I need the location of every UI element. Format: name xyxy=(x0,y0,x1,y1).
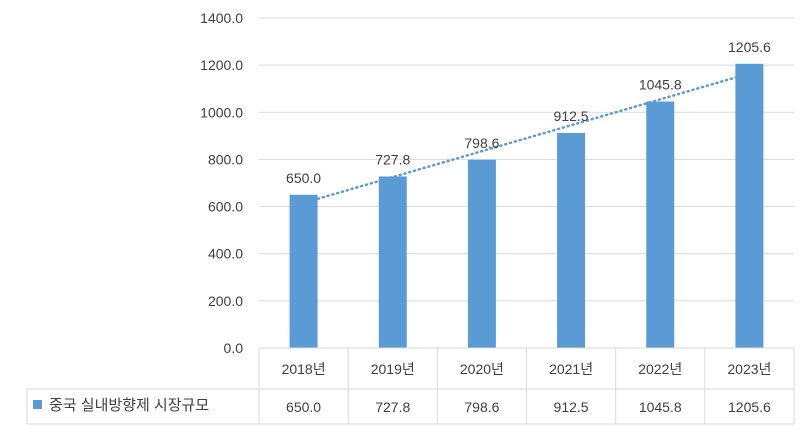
bar-series xyxy=(289,63,764,349)
y-tick-label: 800.0 xyxy=(208,151,243,167)
y-tick-label: 1200.0 xyxy=(200,57,243,73)
legend-key xyxy=(33,400,42,409)
bar xyxy=(735,63,764,349)
y-tick-label: 600.0 xyxy=(208,199,243,215)
data-label: 1045.8 xyxy=(639,76,682,92)
trendline xyxy=(302,72,751,205)
y-tick-label: 400.0 xyxy=(208,246,243,262)
bar xyxy=(289,194,318,348)
table-value: 912.5 xyxy=(554,399,589,415)
bar xyxy=(557,132,586,348)
table-value: 650.0 xyxy=(286,399,321,415)
y-tick-label: 1400.0 xyxy=(200,10,243,26)
category-label: 2021년 xyxy=(549,361,593,377)
data-label: 798.6 xyxy=(464,135,499,151)
data-label: 650.0 xyxy=(286,170,321,186)
y-tick-label: 0.0 xyxy=(224,340,244,356)
table-value: 1205.6 xyxy=(728,399,771,415)
y-tick-label: 200.0 xyxy=(208,293,243,309)
data-label: 727.8 xyxy=(375,151,410,167)
bar xyxy=(467,159,496,348)
bar xyxy=(378,176,407,348)
table-value: 727.8 xyxy=(375,399,410,415)
trendline-path xyxy=(302,72,751,205)
data-label: 1205.6 xyxy=(728,39,771,55)
gridlines xyxy=(259,17,794,302)
bar xyxy=(646,101,675,349)
table-value: 1045.8 xyxy=(639,399,682,415)
y-tick-label: 1000.0 xyxy=(200,104,243,120)
category-label: 2022년 xyxy=(638,361,682,377)
data-label: 912.5 xyxy=(554,108,589,124)
category-label: 2020년 xyxy=(460,361,504,377)
series-name: 중국 실내방향제 시장규모 xyxy=(49,397,209,414)
table-value: 798.6 xyxy=(464,399,499,415)
category-label: 2023년 xyxy=(727,361,771,377)
category-label: 2018년 xyxy=(282,361,326,377)
data-labels: 650.0 727.8 798.6 912.5 1045.8 1205.6 xyxy=(286,39,771,186)
category-label: 2019년 xyxy=(371,361,415,377)
y-axis-ticks: 0.0 200.0 400.0 600.0 800.0 1000.0 1200.0 1400.… xyxy=(200,10,243,356)
